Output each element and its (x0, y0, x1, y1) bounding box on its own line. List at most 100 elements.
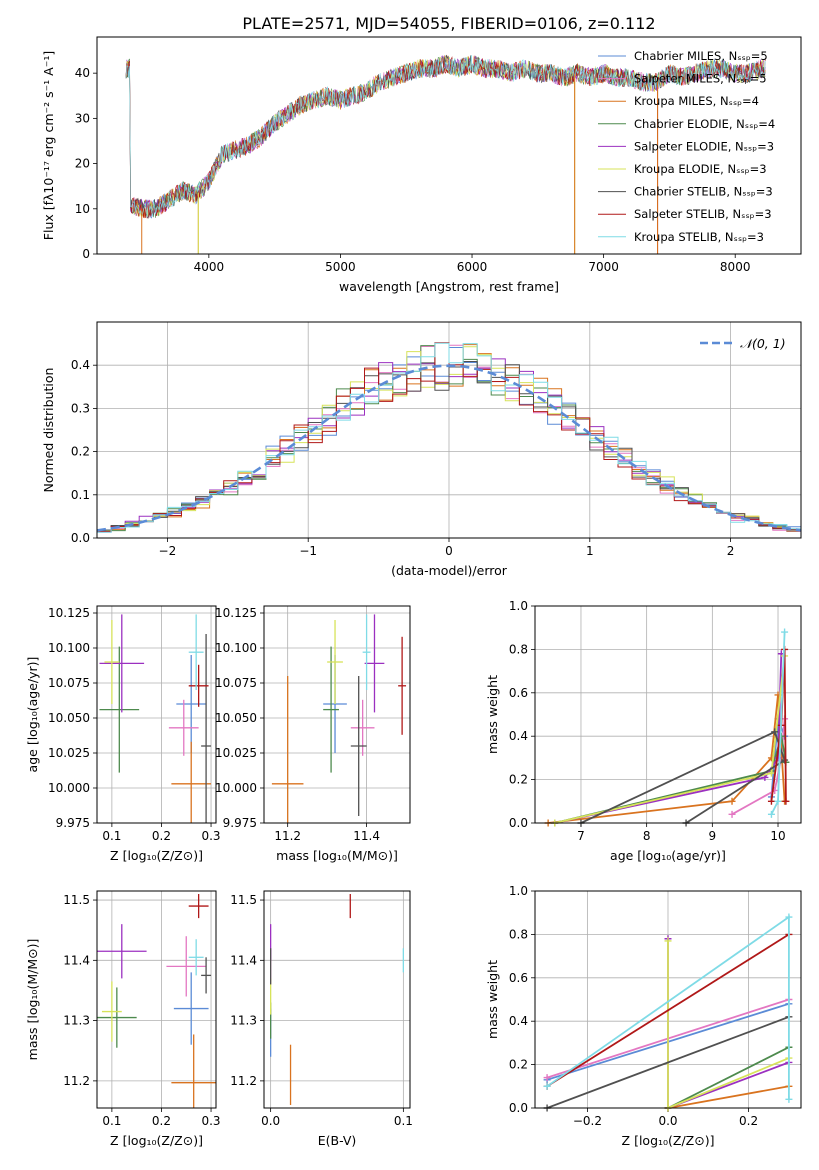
weight-marker (728, 810, 736, 818)
legend-label: Chabrier MILES, Nₛₛₚ=5 (634, 49, 768, 63)
legend-label: Salpeter MILES, Nₛₛₚ=5 (634, 72, 767, 86)
legend-label: Kroupa STELIB, Nₛₛₚ=3 (634, 230, 764, 244)
y-axis-label: age [log₁₀(age/yr)] (25, 657, 40, 773)
x-axis-label: Z [log₁₀(Z/Z⊙)] (110, 848, 203, 863)
axes-mass_vs_Z: 0.1 0.2 0.3 11.2 11.3 11.4 11.5 Z [log₁₀(Z/Z⊙)]… (25, 890, 221, 1148)
weight-line (667, 940, 790, 1108)
x-tick-label: 5000 (325, 260, 356, 274)
x-tick-label: 0 (445, 544, 453, 558)
y-tick-label: 11.3 (230, 1014, 257, 1028)
x-tick-label: 0.1 (394, 1114, 413, 1128)
x-axis-label: age [log₁₀(age/yr)] (610, 848, 726, 863)
y-tick-label: 0.2 (509, 1058, 528, 1072)
y-tick-label: 0.4 (509, 729, 528, 743)
y-tick-label: 0.8 (509, 642, 528, 656)
y-tick-label: 11.2 (230, 1074, 257, 1088)
x-axis-label: (data-model)/error (391, 563, 508, 578)
axes-residuals: −2 −1 0 1 2 0.0 0.1 0.2 0.3 0.4 (data-model)/error… (41, 321, 802, 578)
axes-age_vs_Z: 0.1 0.2 0.3 9.975 10.000 10.025 10.050 10.075 10… (25, 605, 221, 863)
y-tick-label: 10.125 (48, 606, 90, 620)
axes-frame (96, 321, 802, 539)
x-tick-label: −1 (299, 544, 317, 558)
y-tick-label: 9.975 (223, 816, 257, 830)
y-tick-label: 11.2 (63, 1074, 90, 1088)
weight-line (554, 735, 787, 823)
y-axis-label: mass [log₁₀(M/M⊙)] (25, 939, 40, 1061)
x-tick-label: −2 (159, 544, 177, 558)
weight-marker (781, 756, 789, 764)
y-tick-label: 10.125 (215, 606, 257, 620)
weight-marker (781, 628, 789, 636)
legend-label: Chabrier STELIB, Nₛₛₚ=3 (634, 185, 773, 199)
x-tick-label: 11.4 (353, 829, 380, 843)
axes-age_vs_mass: 11.2 11.4 9.975 10.000 10.025 10.050 10.075 10.… (215, 605, 411, 863)
y-tick-label: 0.3 (71, 401, 90, 415)
x-tick-label: 10 (770, 829, 785, 843)
y-tick-label: 20 (75, 157, 90, 171)
y-tick-label: 1.0 (509, 599, 528, 613)
weight-marker (774, 797, 782, 805)
y-tick-label: 11.4 (63, 953, 90, 967)
x-tick-label: 0.3 (201, 829, 220, 843)
x-tick-label: 8000 (720, 260, 751, 274)
x-axis-label: mass [log₁₀(M/M⊙)] (276, 848, 398, 863)
weight-marker (785, 1095, 793, 1103)
x-tick-label: −0.2 (573, 1114, 602, 1128)
x-axis-label: Z [log₁₀(Z/Z⊙)] (622, 1133, 715, 1148)
y-tick-label: 0.4 (509, 1014, 528, 1028)
x-tick-label: 4000 (194, 260, 225, 274)
normal-curve (97, 364, 801, 532)
y-tick-label: 30 (75, 111, 90, 125)
y-tick-label: 11.5 (230, 893, 257, 907)
axes-frame (534, 605, 802, 824)
y-tick-label: 10.050 (48, 711, 90, 725)
axes-frame (263, 605, 411, 824)
residual-histogram (97, 342, 801, 533)
y-tick-label: 0.2 (509, 773, 528, 787)
y-tick-label: 40 (75, 66, 90, 80)
weight-line (546, 933, 790, 1088)
x-tick-label: 0.2 (152, 1114, 171, 1128)
legend-label: Salpeter ELODIE, Nₛₛₚ=3 (634, 139, 774, 153)
weight-line (667, 1046, 790, 1108)
weight-marker (664, 937, 672, 945)
weight-marker (728, 797, 736, 805)
x-tick-label: 9 (709, 829, 717, 843)
y-tick-label: 10.050 (215, 711, 257, 725)
axes-frame (263, 890, 411, 1109)
y-tick-label: 11.4 (230, 953, 257, 967)
legend-label: Kroupa MILES, Nₛₛₚ=4 (634, 94, 759, 108)
x-tick-label: 1 (586, 544, 594, 558)
axes-frame (96, 605, 217, 824)
y-tick-label: 0.0 (71, 531, 90, 545)
legend-label: Kroupa ELODIE, Nₛₛₚ=3 (634, 162, 767, 176)
plots: 4000 5000 6000 7000 8000010203040wavelength … (25, 36, 802, 1148)
y-axis-label: mass weight (485, 675, 500, 754)
y-tick-label: 0.0 (509, 816, 528, 830)
y-tick-label: 10 (75, 202, 90, 216)
y-tick-label: 10.025 (215, 746, 257, 760)
axes-mass_vs_ebv: 0.0 0.1 11.2 11.3 11.4 11.5 E(B-V) (230, 890, 413, 1148)
weight-marker (785, 913, 793, 921)
y-tick-label: 0.0 (509, 1101, 528, 1115)
x-tick-label: 8 (643, 829, 651, 843)
weight-marker (767, 810, 775, 818)
legend-label: Chabrier ELODIE, Nₛₛₚ=4 (634, 117, 775, 131)
y-tick-label: 10.025 (48, 746, 90, 760)
weight-marker (767, 797, 775, 805)
axes-spectrum: 4000 5000 6000 7000 8000 0 10 20 30 40 wavelength … (41, 36, 802, 294)
y-tick-label: 11.3 (63, 1014, 90, 1028)
y-tick-label: 0.2 (71, 445, 90, 459)
y-axis-label: Normed distribution (41, 368, 56, 493)
y-tick-label: 0 (82, 247, 90, 261)
x-tick-label: 0.0 (261, 1114, 280, 1128)
y-axis-label: Flux [fλ10⁻¹⁷ erg cm⁻² s⁻¹ A⁻¹] (41, 51, 56, 240)
x-axis-label: E(B-V) (318, 1133, 357, 1148)
axes-frame (534, 890, 802, 1109)
x-axis-label: Z [log₁₀(Z/Z⊙)] (110, 1133, 203, 1148)
y-tick-label: 9.975 (56, 816, 90, 830)
y-tick-label: 0.1 (71, 488, 90, 502)
x-tick-label: 7 (577, 829, 585, 843)
y-tick-label: 0.6 (509, 971, 528, 985)
